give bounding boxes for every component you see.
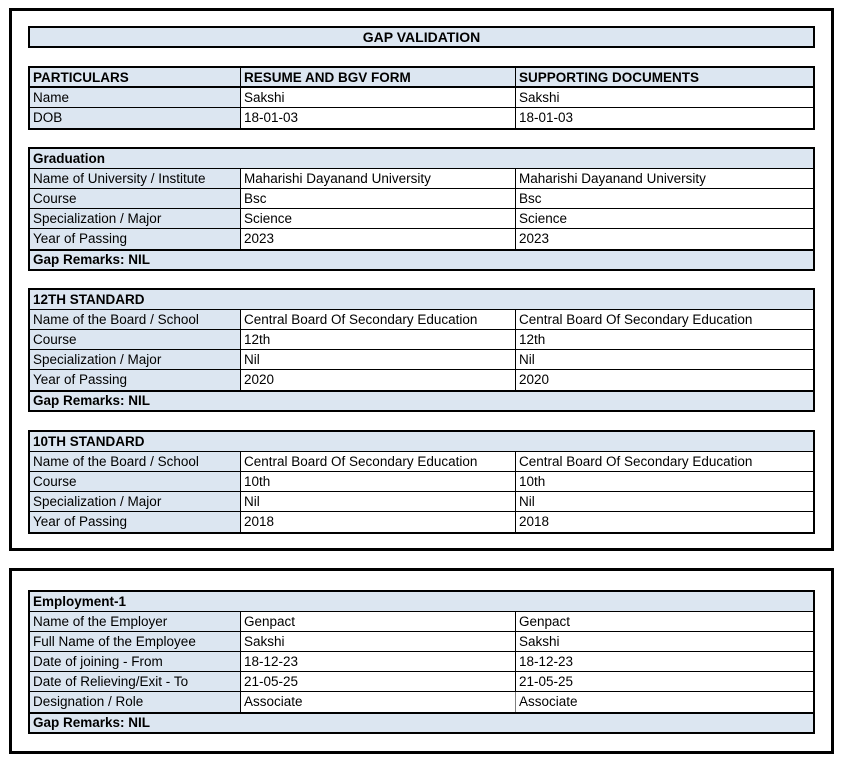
resume-value: 10th [241,472,516,492]
gap-remarks: Gap Remarks: NIL [30,249,813,269]
resume-value: 2020 [241,370,516,390]
tenth-standard-section: 10TH STANDARD Name of the Board / School… [28,430,815,534]
header-resume-bgv-form: RESUME AND BGV FORM [241,68,516,88]
header-supporting-documents: SUPPORTING DOCUMENTS [516,68,813,88]
resume-value: Central Board Of Secondary Education [241,452,516,472]
table-row: Name of the Employer Genpact Genpact [30,612,813,632]
row-label: Name of the Board / School [30,310,241,330]
supporting-value: 18-12-23 [516,652,813,672]
employment-section: Employment-1 Name of the Employer Genpac… [28,590,815,734]
row-label: Course [30,472,241,492]
table-row: Course 12th 12th [30,330,813,350]
row-label: Date of Relieving/Exit - To [30,672,241,692]
resume-value: Nil [241,492,516,512]
row-label: Year of Passing [30,229,241,249]
row-label: Date of joining - From [30,652,241,672]
table-row: Specialization / Major Nil Nil [30,350,813,370]
supporting-value: 12th [516,330,813,350]
gap-remarks: Gap Remarks: NIL [30,390,813,410]
supporting-value: 10th [516,472,813,492]
table-row: Date of Relieving/Exit - To 21-05-25 21-… [30,672,813,692]
twelfth-standard-section: 12TH STANDARD Name of the Board / School… [28,288,815,412]
row-label: Designation / Role [30,692,241,712]
supporting-value: Bsc [516,189,813,209]
table-row: Date of joining - From 18-12-23 18-12-23 [30,652,813,672]
supporting-value: Associate [519,694,578,709]
row-label: Name of the Employer [30,612,241,632]
row-label: Full Name of the Employee [30,632,241,652]
resume-value: Science [241,209,516,229]
particulars-table: PARTICULARS RESUME AND BGV FORM SUPPORTI… [28,66,815,130]
supporting-value: Genpact [516,612,813,632]
resume-value: 2018 [241,512,516,532]
table-row: DOB 18-01-03 18-01-03 [30,108,813,128]
supporting-value: Central Board Of Secondary Education [516,452,813,472]
table-row: Designation / Role Associate Associate [30,692,813,712]
resume-value: Genpact [241,612,516,632]
row-label: Year of Passing [30,512,241,532]
supporting-value: Central Board Of Secondary Education [516,310,813,330]
row-label: Specialization / Major [30,492,241,512]
supporting-value: Science [516,209,813,229]
row-label: Year of Passing [30,370,241,390]
gap-remarks: Gap Remarks: NIL [30,712,813,732]
supporting-value: 2018 [519,514,550,529]
row-label: Name of the Board / School [30,452,241,472]
row-label: Course [30,330,241,350]
supporting-value: 21-05-25 [516,672,813,692]
resume-value: Maharishi Dayanand University [241,169,516,189]
section-title-10th: 10TH STANDARD [30,432,813,452]
header-particulars: PARTICULARS [30,68,241,88]
resume-value: Central Board Of Secondary Education [241,310,516,330]
table-row: Specialization / Major Nil Nil [30,492,813,512]
resume-value: 2023 [241,229,516,249]
supporting-value: Maharishi Dayanand University [516,169,813,189]
section-title-12th: 12TH STANDARD [30,290,813,310]
table-row: Full Name of the Employee Sakshi Sakshi [30,632,813,652]
table-row: Name of the Board / School Central Board… [30,310,813,330]
table-row: Specialization / Major Science Science [30,209,813,229]
resume-value: 21-05-25 [241,672,516,692]
table-row: Year of Passing 2018 2018 [30,512,813,532]
resume-value: 18-12-23 [241,652,516,672]
row-label: DOB [30,108,241,128]
table-row: Name of the Board / School Central Board… [30,452,813,472]
resume-value: Associate [241,692,516,712]
supporting-value: Sakshi [516,88,813,108]
graduation-section: Graduation Name of University / Institut… [28,147,815,271]
table-row: Name of University / Institute Maharishi… [30,169,813,189]
supporting-value: Nil [516,492,813,512]
table-row: Name Sakshi Sakshi [30,88,813,108]
section-title-graduation: Graduation [30,149,813,169]
table-row: Year of Passing 2023 2023 [30,229,813,249]
supporting-value: 2023 [519,231,550,246]
row-label: Course [30,189,241,209]
supporting-value: Nil [516,350,813,370]
resume-value: Sakshi [241,632,516,652]
supporting-value: 18-01-03 [519,110,574,125]
supporting-value: Sakshi [516,632,813,652]
row-label: Name of University / Institute [30,169,241,189]
supporting-value: 2020 [519,372,550,387]
table-row: Course 10th 10th [30,472,813,492]
resume-value: Sakshi [241,88,516,108]
table-row: Year of Passing 2020 2020 [30,370,813,390]
resume-value: Bsc [241,189,516,209]
resume-value: 12th [241,330,516,350]
resume-value: 18-01-03 [241,108,516,128]
table-header-row: PARTICULARS RESUME AND BGV FORM SUPPORTI… [30,68,813,88]
section-title-employment-1: Employment-1 [30,592,813,612]
page-title: GAP VALIDATION [28,26,815,48]
row-label: Specialization / Major [30,209,241,229]
table-row: Course Bsc Bsc [30,189,813,209]
row-label: Specialization / Major [30,350,241,370]
resume-value: Nil [241,350,516,370]
row-label: Name [30,88,241,108]
